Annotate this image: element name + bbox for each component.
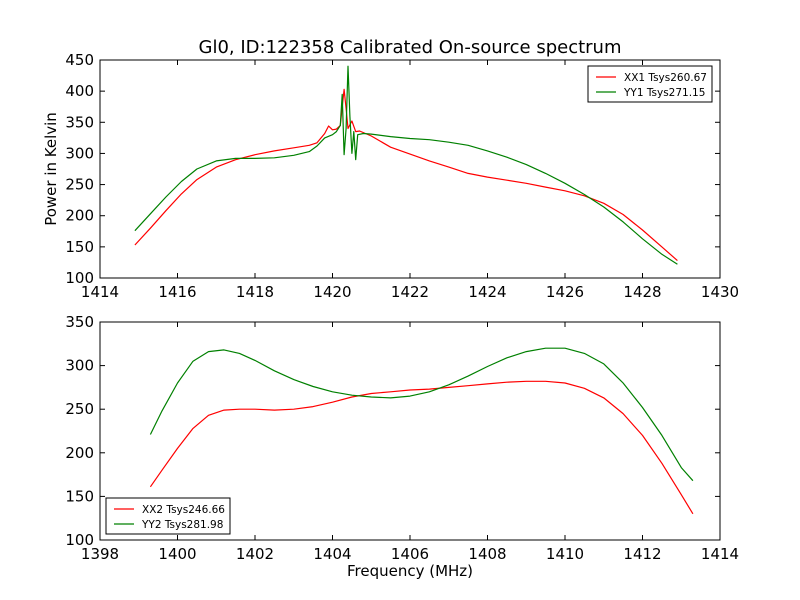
x-tick-label: 1430 bbox=[701, 283, 739, 301]
y-tick-label: 350 bbox=[65, 313, 94, 331]
x-tick-label: 1422 bbox=[391, 283, 429, 301]
y-tick-label: 150 bbox=[65, 238, 94, 256]
y-tick-label: 200 bbox=[65, 444, 94, 462]
y-tick-label: 250 bbox=[65, 176, 94, 194]
series-line-green bbox=[134, 65, 678, 265]
legend-box bbox=[587, 65, 713, 103]
x-tick-label: 1412 bbox=[623, 545, 661, 563]
y-tick-label: 300 bbox=[65, 357, 94, 375]
series-lines bbox=[134, 65, 678, 265]
y-tick-label: 300 bbox=[65, 144, 94, 162]
series-line-red bbox=[134, 88, 678, 262]
x-tick-label: 1424 bbox=[468, 283, 506, 301]
y-tick-label: 150 bbox=[65, 487, 94, 505]
x-tick-label: 1414 bbox=[701, 545, 739, 563]
legend: XX1 Tsys260.67 YY1 Tsys271.15 bbox=[587, 65, 713, 103]
chart-title: Gl0, ID:122358 Calibrated On-source spec… bbox=[199, 37, 622, 58]
x-tick-label: 1400 bbox=[158, 545, 196, 563]
y-tick-label: 200 bbox=[65, 207, 94, 225]
series-line-green bbox=[149, 347, 694, 482]
x-tick-label: 1402 bbox=[236, 545, 274, 563]
legend-entry: XX2 Tsys246.66 bbox=[142, 504, 225, 516]
legend-entry: YY2 Tsys281.98 bbox=[141, 519, 223, 531]
y-tick-label: 450 bbox=[65, 51, 94, 69]
x-tick-label: 1428 bbox=[623, 283, 661, 301]
bottom-spectrum-panel: 1398 1400 1402 1404 1406 1408 1410 1412 1414 100 1… bbox=[65, 313, 739, 580]
top-spectrum-panel: 1414 1416 1418 1420 1422 1424 1426 1428 1430 100 1… bbox=[42, 51, 739, 301]
legend: XX2 Tsys246.66 YY2 Tsys281.98 bbox=[105, 497, 231, 535]
y-tick-label: 100 bbox=[65, 269, 94, 287]
legend-entry: YY1 Tsys271.15 bbox=[623, 87, 705, 99]
legend-box bbox=[105, 497, 231, 535]
series-line-red bbox=[149, 380, 694, 515]
y-tick-label: 400 bbox=[65, 82, 94, 100]
x-tick-label: 1398 bbox=[81, 545, 119, 563]
x-tick-label: 1408 bbox=[468, 545, 506, 563]
x-tick-label: 1406 bbox=[391, 545, 429, 563]
x-axis-label: Frequency (MHz) bbox=[347, 562, 473, 580]
x-tick-label: 1420 bbox=[313, 283, 351, 301]
series-lines bbox=[149, 347, 694, 515]
y-tick-label: 100 bbox=[65, 531, 94, 549]
x-tick-label: 1414 bbox=[81, 283, 119, 301]
x-tick-label: 1404 bbox=[313, 545, 351, 563]
y-tick-label: 250 bbox=[65, 400, 94, 418]
x-tick-label: 1410 bbox=[546, 545, 584, 563]
y-tick-label: 350 bbox=[65, 113, 94, 131]
y-axis-label: Power in Kelvin bbox=[42, 112, 60, 226]
x-tick-label: 1416 bbox=[158, 283, 196, 301]
legend-entry: XX1 Tsys260.67 bbox=[624, 72, 707, 84]
x-tick-label: 1418 bbox=[236, 283, 274, 301]
x-tick-label: 1426 bbox=[546, 283, 584, 301]
